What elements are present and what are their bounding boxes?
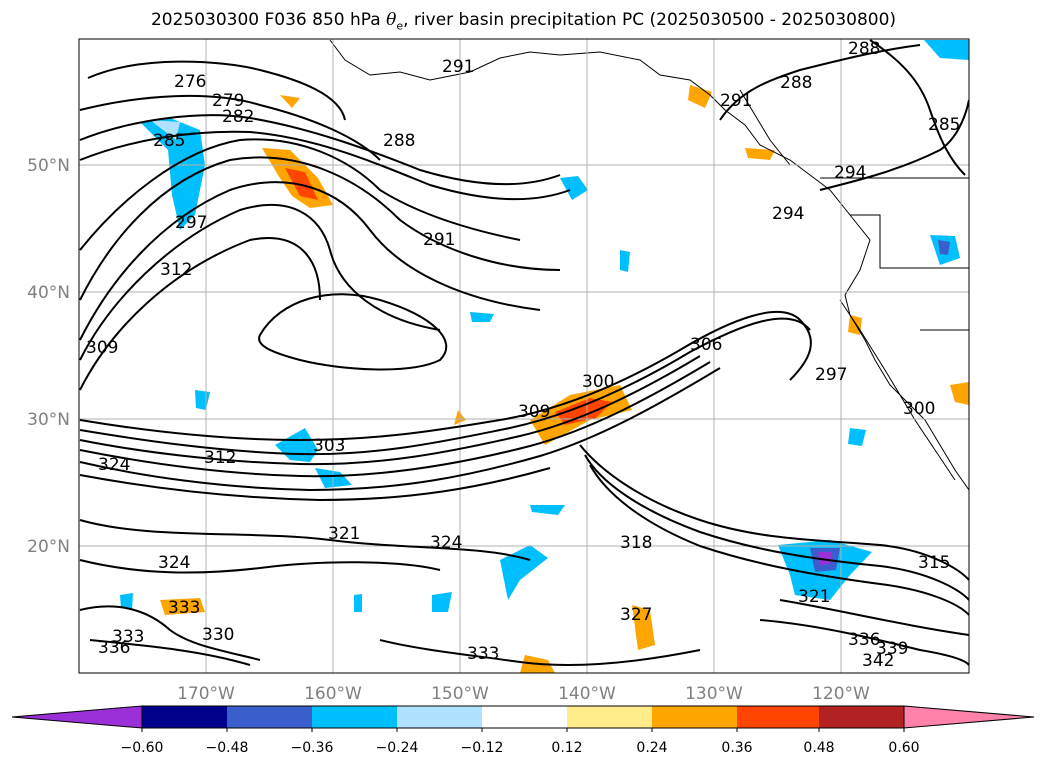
colorbar-tick-label: 0.48 [803, 740, 834, 756]
colorbar-tick-label: −0.24 [376, 740, 419, 756]
colorbar-segment [737, 706, 819, 728]
contour-label: 288 [780, 73, 812, 93]
colorbar: −0.60 −0.48 −0.36 −0.24 −0.12 0.12 0.24 … [11, 705, 1035, 756]
contour-label: 288 [383, 131, 415, 151]
contour-label: 294 [834, 163, 866, 183]
contour-label: 324 [98, 455, 130, 475]
lon-label: 140°W [558, 684, 616, 704]
contour-label: 339 [876, 639, 908, 659]
contour-label: 294 [772, 204, 804, 224]
contour-label: 312 [204, 448, 236, 468]
gridlines [79, 39, 969, 673]
colorbar-tick-label: −0.36 [291, 740, 334, 756]
colorbar-extend-min [11, 705, 143, 729]
colorbar-segment [397, 706, 482, 728]
lat-label: 20°N [27, 537, 70, 557]
contour-label: 276 [174, 72, 206, 92]
contour-label: 309 [86, 338, 118, 358]
contour-label: 333 [467, 644, 499, 664]
colorbar-tick-label: −0.48 [206, 740, 249, 756]
contour-labels: 276 279 282 285 288 288 291 291 291 288 … [86, 39, 960, 671]
contour-label: 327 [620, 605, 652, 625]
contour-label: 342 [862, 651, 894, 671]
colorbar-tick-label: −0.60 [121, 740, 164, 756]
contour-label: 291 [720, 91, 752, 111]
contour-label: 321 [328, 524, 360, 544]
contour-label: 297 [175, 213, 207, 233]
contour-label: 285 [928, 115, 960, 135]
contour-label: 324 [430, 533, 462, 553]
contour-label: 291 [442, 57, 474, 77]
contour-label: 300 [582, 372, 614, 392]
contour-label: 333 [168, 598, 200, 618]
lat-label: 50°N [27, 156, 70, 176]
contour-label: 318 [620, 533, 652, 553]
lon-label: 120°W [812, 684, 870, 704]
lon-label: 150°W [431, 684, 489, 704]
colorbar-segment [227, 706, 312, 728]
coastlines [329, 39, 969, 491]
colorbar-segment [482, 706, 567, 728]
colorbar-extend-max [903, 705, 1035, 729]
lon-label: 130°W [685, 684, 743, 704]
colorbar-tick-label: 0.36 [721, 740, 752, 756]
contour-label: 324 [158, 553, 190, 573]
contour-label: 330 [202, 625, 234, 645]
colorbar-tick-label: −0.12 [461, 740, 504, 756]
contour-label: 279 [212, 91, 244, 111]
map-title: 2025030300 F036 850 hPa θe, river basin … [150, 10, 897, 33]
lat-label: 40°N [27, 283, 70, 303]
longitude-labels: 170°W 160°W 150°W 140°W 130°W 120°W [177, 684, 870, 704]
lon-label: 170°W [177, 684, 235, 704]
colorbar-segment [142, 706, 227, 728]
contour-label: 312 [160, 260, 192, 280]
contour-label: 291 [423, 230, 455, 250]
colorbar-segment [567, 706, 652, 728]
contour-label: 285 [153, 131, 185, 151]
colorbar-segment [312, 706, 397, 728]
colorbar-tick-label: 0.24 [636, 740, 667, 756]
lon-label: 160°W [304, 684, 362, 704]
contour-label: 336 [848, 630, 880, 650]
colorbar-segment [652, 706, 737, 728]
colorbar-tick-label: 0.12 [551, 740, 582, 756]
contour-label: 315 [918, 553, 950, 573]
theta-e-contours [79, 39, 969, 666]
colorbar-segment [819, 706, 904, 728]
contour-label: 300 [903, 399, 935, 419]
colorbar-tick-label: 0.60 [888, 740, 919, 756]
contour-label: 288 [848, 39, 880, 59]
lat-label: 30°N [27, 410, 70, 430]
contour-label: 309 [518, 402, 550, 422]
map-frame [78, 38, 970, 674]
latitude-labels: 50°N 40°N 30°N 20°N [27, 156, 70, 557]
contour-label: 306 [690, 335, 722, 355]
contour-label: 336 [98, 638, 130, 658]
contour-label: 282 [222, 107, 254, 127]
contour-label: 321 [798, 587, 830, 607]
contour-label: 333 [112, 627, 144, 647]
contour-label: 297 [815, 365, 847, 385]
contour-label: 303 [313, 436, 345, 456]
